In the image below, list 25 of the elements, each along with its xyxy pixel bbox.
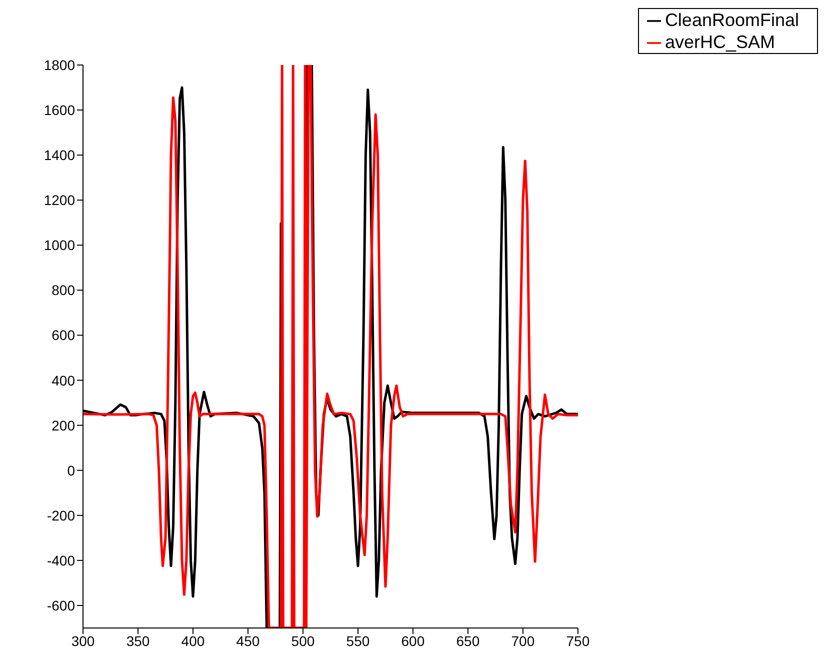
x-tick-label: 350 [126,632,150,649]
x-tick-label: 750 [566,632,590,649]
x-tick-label: 300 [71,632,95,649]
x-tick-label: 700 [511,632,535,649]
y-tick-label: 800 [52,282,76,298]
x-tick-label: 450 [236,632,260,649]
y-tick-label: 0 [67,462,76,478]
y-tick-label: 1600 [44,102,76,118]
y-tick-label: 400 [52,372,76,388]
y-tick-label: -600 [46,597,76,614]
x-tick-label: 550 [346,632,370,649]
x-tick-label: 650 [456,632,480,649]
y-tick-label: 1800 [44,56,76,73]
y-tick-label: 1200 [44,192,76,208]
y-tick-label: -400 [46,552,76,568]
legend-label: averHC_SAM [664,32,775,52]
x-tick-label: 400 [181,632,205,649]
y-tick-label: 1400 [44,147,76,164]
y-tick-label: -200 [46,507,76,524]
x-tick-label: 600 [401,632,425,649]
legend-label: CleanRoomFinal [664,10,799,30]
x-tick-label: 500 [291,632,315,649]
y-tick-label: 600 [52,327,76,344]
y-tick-label: 200 [52,417,76,434]
y-tick-label: 1000 [44,237,76,254]
